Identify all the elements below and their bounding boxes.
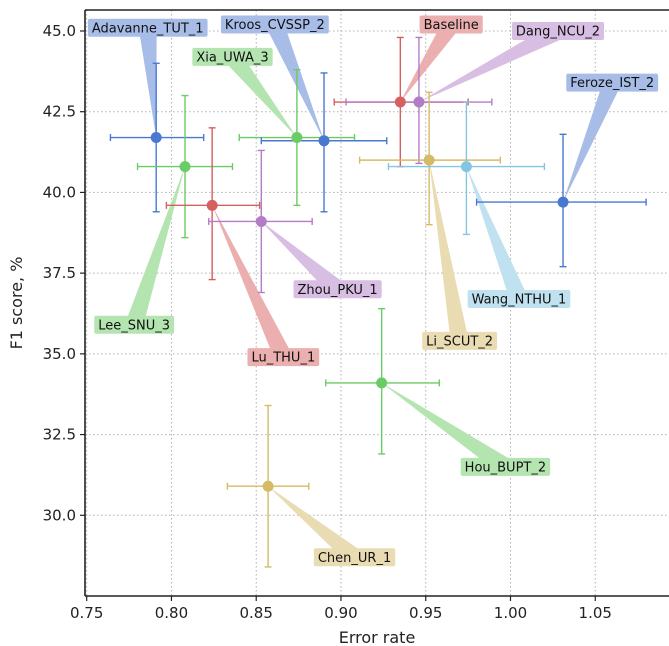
- y-axis-label: F1 score, %: [7, 257, 26, 350]
- annotation-label: Lee_SNU_3: [98, 318, 170, 333]
- annotation-box: [94, 315, 175, 334]
- annotations: Adavanne_TUT_1 Xia_UWA_3 Kroos_CVSSP_2 Base…: [87, 15, 659, 567]
- annotation-label: Li_SCUT_2: [426, 334, 493, 349]
- annotation-box: [419, 15, 483, 34]
- annotation-wedge: [225, 51, 297, 138]
- annotation-label: Xia_UWA_3: [196, 50, 268, 65]
- annotation-box: [192, 47, 273, 66]
- data-point: [262, 480, 274, 492]
- y-tick-label: 35.0: [43, 345, 76, 363]
- y-tick-label: 32.5: [43, 426, 76, 444]
- x-tick-label: 1.05: [579, 604, 612, 622]
- data-point: [150, 132, 162, 144]
- grid: [85, 10, 669, 596]
- annotation: Wang_NTHU_1: [466, 166, 571, 308]
- data-point: [179, 161, 191, 173]
- annotation-box: [422, 331, 498, 350]
- annotation-wedge: [466, 166, 528, 303]
- data-point: [423, 154, 435, 166]
- annotation-label: Adavanne_TUT_1: [92, 21, 204, 36]
- annotation-label: Feroze_IST_2: [570, 76, 654, 91]
- annotation-box: [511, 21, 604, 40]
- data-point: [413, 96, 425, 108]
- y-tick-label: 40.0: [43, 183, 76, 201]
- data-point: [255, 215, 267, 227]
- annotation-box: [293, 280, 382, 299]
- annotation-box: [87, 18, 208, 37]
- x-tick-label: 1.00: [494, 604, 527, 622]
- annotation-box: [566, 73, 659, 92]
- annotation-box: [467, 289, 571, 308]
- annotation-label: Chen_UR_1: [318, 551, 391, 566]
- annotation-wedge: [261, 221, 344, 297]
- x-tick-label: 0.80: [155, 604, 188, 622]
- annotation: Chen_UR_1: [268, 486, 396, 567]
- annotation: Xia_UWA_3: [192, 47, 297, 138]
- annotation-wedge: [266, 21, 325, 141]
- annotation: Lee_SNU_3: [94, 166, 186, 334]
- annotation-wedge: [429, 160, 469, 343]
- data-points: [150, 96, 569, 492]
- annotation-label: Baseline: [424, 18, 479, 33]
- annotation-wedge: [138, 27, 157, 138]
- x-axis-label: Error rate: [339, 628, 416, 646]
- annotation: Zhou_PKU_1: [261, 221, 382, 299]
- annotation-box: [313, 548, 396, 567]
- annotation-label: Wang_NTHU_1: [472, 292, 567, 307]
- annotation-label: Dang_NCU_2: [516, 24, 600, 39]
- annotation: Hou_BUPT_2: [381, 382, 551, 476]
- x-tick-label: 0.75: [70, 604, 103, 622]
- y-tick-label: 37.5: [43, 264, 76, 282]
- annotation-wedge: [381, 382, 511, 475]
- data-point: [291, 132, 303, 144]
- annotation: Dang_NCU_2: [418, 21, 604, 103]
- data-point: [394, 96, 406, 108]
- annotation-box: [460, 457, 551, 476]
- data-point: [376, 377, 388, 389]
- axes: 0.75 0.80 0.85 0.90 0.95 1.00 1.05 30.0 32.5 35.0…: [43, 9, 669, 622]
- annotation-wedge: [400, 19, 459, 103]
- x-tick-label: 0.95: [409, 604, 442, 622]
- annotation-wedge: [212, 205, 292, 361]
- x-tick-label: 0.90: [324, 604, 357, 622]
- y-tick-label: 30.0: [43, 506, 76, 524]
- annotation: Baseline: [400, 15, 483, 103]
- annotation-wedge: [125, 166, 186, 328]
- annotation: Kroos_CVSSP_2: [220, 15, 329, 141]
- annotation-label: Kroos_CVSSP_2: [225, 18, 325, 33]
- annotation: Adavanne_TUT_1: [87, 18, 208, 138]
- annotation-box: [220, 15, 329, 34]
- annotation-box: [247, 348, 320, 367]
- annotation-wedge: [268, 486, 361, 565]
- annotation-wedge: [418, 22, 563, 103]
- annotation: Li_SCUT_2: [422, 160, 498, 350]
- x-tick-label: 0.85: [240, 604, 273, 622]
- data-point: [206, 199, 218, 211]
- data-point: [557, 196, 569, 208]
- annotation: Feroze_IST_2: [563, 73, 659, 203]
- y-tick-label: 45.0: [43, 22, 76, 40]
- annotation-wedge: [563, 79, 621, 203]
- annotation-label: Lu_THU_1: [251, 351, 315, 366]
- annotation-label: Zhou_PKU_1: [298, 283, 378, 298]
- annotation-label: Hou_BUPT_2: [465, 460, 546, 475]
- annotation: Lu_THU_1: [212, 205, 320, 367]
- data-point: [460, 161, 472, 173]
- data-point: [318, 135, 330, 147]
- y-tick-label: 42.5: [43, 103, 76, 121]
